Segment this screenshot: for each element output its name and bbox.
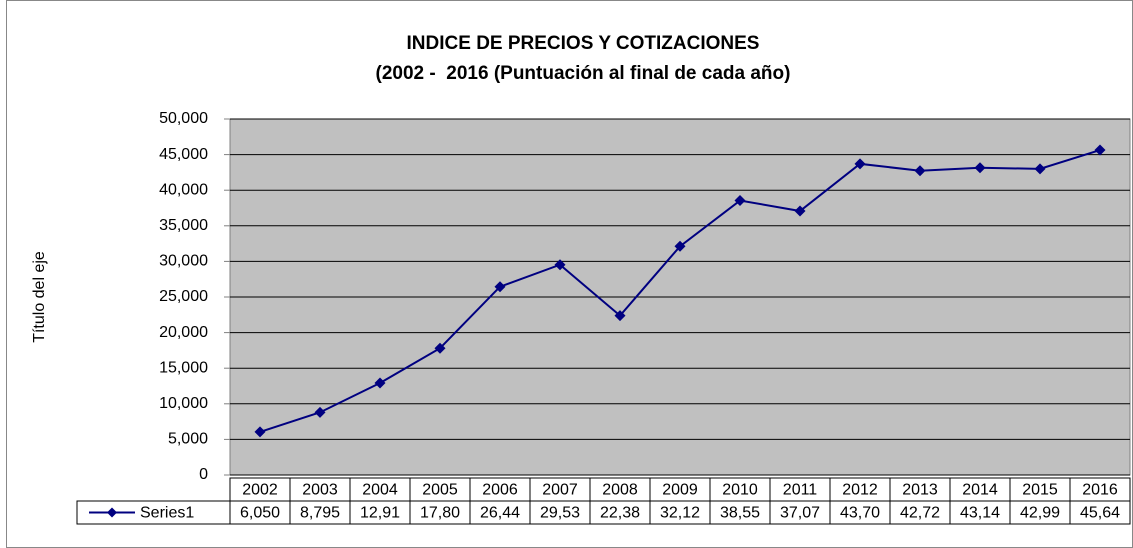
data-table-value: 8,795: [300, 505, 340, 522]
y-tick-label: 35,000: [159, 217, 208, 234]
y-tick-label: 10,000: [159, 395, 208, 412]
data-table-value: 12,91: [360, 505, 400, 522]
x-tick-label: 2006: [482, 482, 518, 499]
data-table-value: 22,38: [600, 505, 640, 522]
marker: [854, 158, 866, 170]
y-tick-label: 5,000: [168, 431, 208, 448]
y-tick-label: 45,000: [159, 146, 208, 163]
y-tick-label: 0: [199, 466, 208, 483]
marker: [494, 281, 506, 293]
x-tick-label: 2012: [842, 482, 878, 499]
y-tick-label: 50,000: [159, 110, 208, 127]
y-tick-label: 15,000: [159, 359, 208, 376]
x-tick-label: 2014: [962, 482, 998, 499]
marker: [314, 406, 326, 418]
x-tick-label: 2010: [722, 482, 758, 499]
x-tick-label: 2008: [602, 482, 638, 499]
data-table-value: 32,12: [660, 505, 700, 522]
marker: [614, 310, 626, 322]
marker: [674, 240, 686, 252]
data-table-value: 29,53: [540, 505, 580, 522]
marker: [554, 259, 566, 271]
data-table-value: 17,80: [420, 505, 460, 522]
x-tick-label: 2003: [302, 482, 338, 499]
y-tick-label: 30,000: [159, 253, 208, 270]
data-table-value: 42,72: [900, 505, 940, 522]
x-tick-label: 2013: [902, 482, 938, 499]
marker: [794, 205, 806, 217]
data-table-value: 43,14: [960, 505, 1000, 522]
marker: [914, 165, 926, 177]
legend-marker: [107, 507, 117, 518]
x-tick-label: 2016: [1082, 482, 1118, 499]
marker: [254, 426, 266, 438]
data-table-value: 38,55: [720, 505, 760, 522]
data-table-value: 45,64: [1080, 505, 1120, 522]
y-tick-label: 20,000: [159, 324, 208, 341]
data-table-value: 26,44: [480, 505, 520, 522]
y-tick-label: 40,000: [159, 181, 208, 198]
x-tick-label: 2011: [783, 482, 818, 499]
marker: [734, 195, 746, 207]
data-table-value: 43,70: [840, 505, 880, 522]
data-table-value: 37,07: [780, 505, 820, 522]
x-tick-label: 2005: [422, 482, 458, 499]
data-table-value: 6,050: [240, 505, 280, 522]
marker: [374, 377, 386, 389]
x-tick-label: 2007: [542, 482, 578, 499]
x-tick-label: 2015: [1022, 482, 1058, 499]
marker: [1094, 144, 1106, 156]
y-tick-label: 25,000: [159, 288, 208, 305]
chart-title: INDICE DE PRECIOS Y COTIZACIONES: [407, 33, 760, 54]
legend-label: Series1: [140, 505, 194, 522]
marker: [1034, 163, 1046, 175]
y-axis-title: Título del eje: [31, 251, 48, 343]
x-tick-label: 2004: [362, 482, 398, 499]
marker: [434, 342, 446, 354]
x-tick-label: 2002: [242, 482, 278, 499]
marker: [974, 162, 986, 174]
x-tick-label: 2009: [662, 482, 698, 499]
chart-subtitle: (2002 - 2016 (Puntuación al final de cad…: [376, 63, 791, 84]
data-table-value: 42,99: [1020, 505, 1060, 522]
